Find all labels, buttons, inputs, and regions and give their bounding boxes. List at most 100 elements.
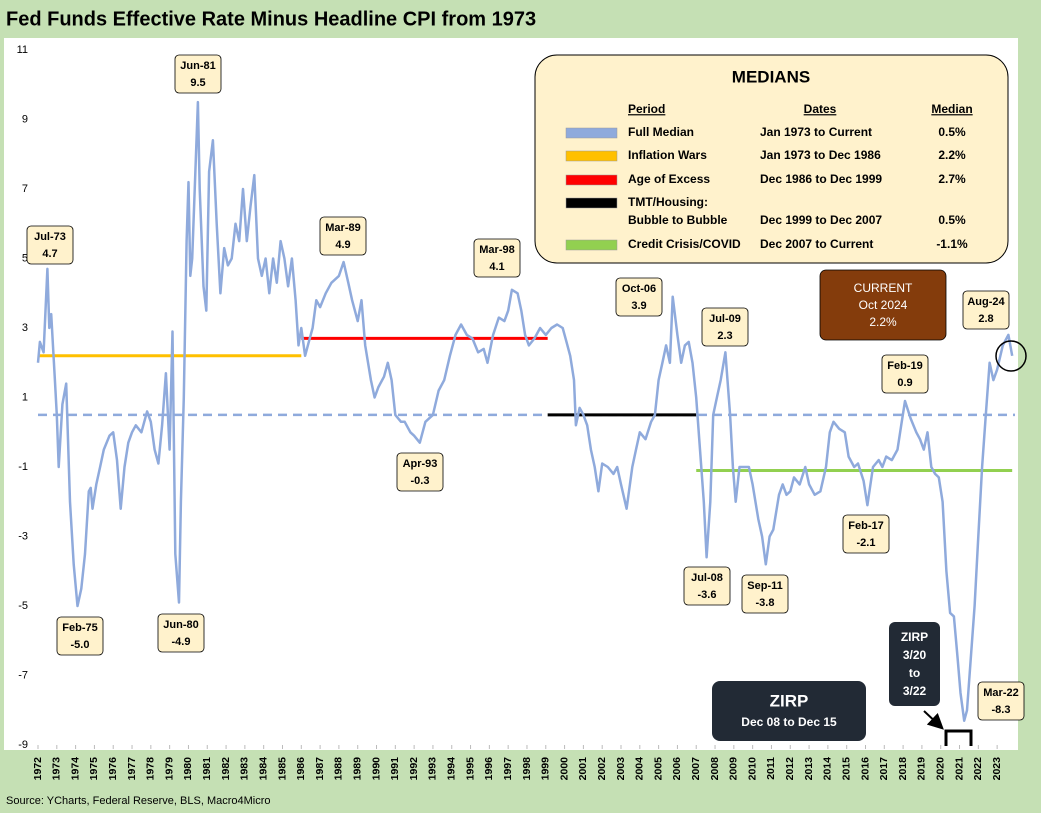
- annotation-box: [56, 616, 104, 656]
- annotation-value: 4.9: [335, 239, 350, 251]
- annotation-box: [174, 54, 222, 94]
- x-tick-label: 1994: [446, 757, 458, 781]
- current-text: 2.2%: [869, 315, 897, 329]
- x-tick-label: 1984: [257, 757, 269, 781]
- annotation-date: Mar-22: [983, 687, 1018, 699]
- x-tick-label: 1988: [333, 757, 345, 781]
- zirp-box: [712, 681, 866, 741]
- legend-label: Credit Crisis/COVID: [628, 237, 741, 251]
- annotation-box: [701, 307, 749, 347]
- annotation-value: -5.0: [71, 639, 90, 651]
- annotation-value: -3.6: [698, 589, 717, 601]
- annotation-date: Apr-93: [403, 458, 438, 470]
- annotation-value: 2.8: [978, 313, 993, 325]
- annotation-value: 0.9: [897, 377, 912, 389]
- x-tick-label: 1995: [464, 757, 476, 781]
- chart-title: Fed Funds Effective Rate Minus Headline …: [6, 8, 536, 30]
- x-tick-label: 1993: [427, 757, 439, 781]
- legend-swatch: [565, 239, 618, 251]
- medians-header: Dates: [804, 102, 837, 116]
- median-value: 2.7%: [938, 172, 966, 186]
- median-value: 2.2%: [938, 148, 966, 162]
- median-dates: Jan 1973 to Current: [760, 125, 872, 139]
- current-text: Oct 2024: [859, 298, 908, 312]
- x-tick-label: 1978: [145, 757, 157, 781]
- x-tick-label: 2003: [615, 757, 627, 781]
- zirp-title: ZIRP: [770, 691, 809, 710]
- x-tick-label: 2020: [934, 757, 946, 781]
- annotation-value: -0.3: [411, 475, 430, 487]
- x-tick-label: 2021: [953, 757, 965, 781]
- y-tick-label: 5: [22, 252, 28, 264]
- legend-swatch: [565, 127, 618, 139]
- x-tick-label: 1997: [502, 757, 514, 781]
- annotation-date: Jul-08: [691, 572, 723, 584]
- x-tick-label: 2022: [972, 757, 984, 781]
- median-dates: Dec 1986 to Dec 1999: [760, 172, 882, 186]
- median-dates: Jan 1973 to Dec 1986: [760, 148, 881, 162]
- annotation-box: [157, 613, 205, 653]
- x-tick-label: 2014: [822, 757, 834, 781]
- annotation-date: Sep-11: [747, 580, 782, 592]
- annotation-box: [842, 514, 890, 554]
- x-tick-label: 2006: [671, 757, 683, 781]
- x-tick-label: 2018: [897, 757, 909, 781]
- series-line: [36, 100, 1014, 722]
- annotation-value: 3.9: [631, 300, 646, 312]
- legend-swatch: [565, 150, 618, 162]
- annotation-box: [319, 216, 367, 256]
- zirp2-text: 3/20: [903, 648, 927, 662]
- x-tick-label: 2000: [558, 757, 570, 781]
- x-tick-label: 1980: [182, 757, 194, 781]
- y-tick-label: 9: [22, 113, 28, 125]
- annotation-box: [741, 574, 789, 614]
- x-tick-label: 1981: [201, 757, 213, 781]
- y-tick-label: 3: [22, 322, 28, 334]
- legend-label: TMT/Housing:: [628, 195, 708, 209]
- x-tick-label: 1999: [540, 757, 552, 781]
- annotation-value: 9.5: [190, 77, 205, 89]
- zirp2-text: to: [909, 666, 920, 680]
- x-tick-label: 2010: [746, 757, 758, 781]
- zirp2-text: 3/22: [903, 684, 927, 698]
- x-tick-label: 1992: [408, 757, 420, 781]
- x-tick-label: 1983: [239, 757, 251, 781]
- y-tick-label: -3: [18, 530, 28, 542]
- medians-header: Median: [931, 102, 972, 116]
- x-tick-label: 2001: [577, 757, 589, 781]
- annotation-value: -4.9: [172, 636, 191, 648]
- legend-swatch: [565, 197, 618, 209]
- current-circle: [995, 340, 1027, 372]
- annotation-date: Oct-06: [622, 283, 656, 295]
- annotation-date: Feb-75: [62, 622, 97, 634]
- legend-label: Age of Excess: [628, 172, 710, 186]
- x-tick-label: 1973: [51, 757, 63, 781]
- y-tick-label: -9: [18, 739, 28, 751]
- legend-label: Bubble to Bubble: [628, 213, 728, 227]
- y-tick-label: 11: [17, 44, 28, 56]
- median-dates: Dec 1999 to Dec 2007: [760, 213, 882, 227]
- zirp2-text: ZIRP: [901, 630, 928, 644]
- annotation-date: Mar-98: [479, 244, 514, 256]
- annotation-date: Jun-81: [180, 60, 215, 72]
- x-tick-label: 1974: [69, 757, 81, 781]
- legend-swatch: [565, 174, 618, 186]
- x-tick-label: 2013: [803, 757, 815, 781]
- x-tick-label: 1975: [88, 757, 100, 781]
- annotation-box: [977, 681, 1025, 721]
- annotation-box: [881, 354, 929, 394]
- annotation-date: Jul-73: [34, 231, 66, 243]
- x-tick-label: 2005: [652, 757, 664, 781]
- x-tick-label: 1976: [107, 757, 119, 781]
- x-tick-label: 2011: [765, 757, 777, 780]
- x-tick-label: 1972: [32, 757, 44, 781]
- source: Source: YCharts, Federal Reserve, BLS, M…: [6, 795, 271, 807]
- current-text: CURRENT: [854, 281, 913, 295]
- annotation-box: [962, 290, 1010, 330]
- x-tick-label: 2019: [916, 757, 928, 781]
- bracket: [944, 729, 973, 746]
- x-tick-label: 1987: [314, 757, 326, 781]
- x-tick-label: 2016: [859, 757, 871, 781]
- annotation-value: -8.3: [992, 704, 1011, 716]
